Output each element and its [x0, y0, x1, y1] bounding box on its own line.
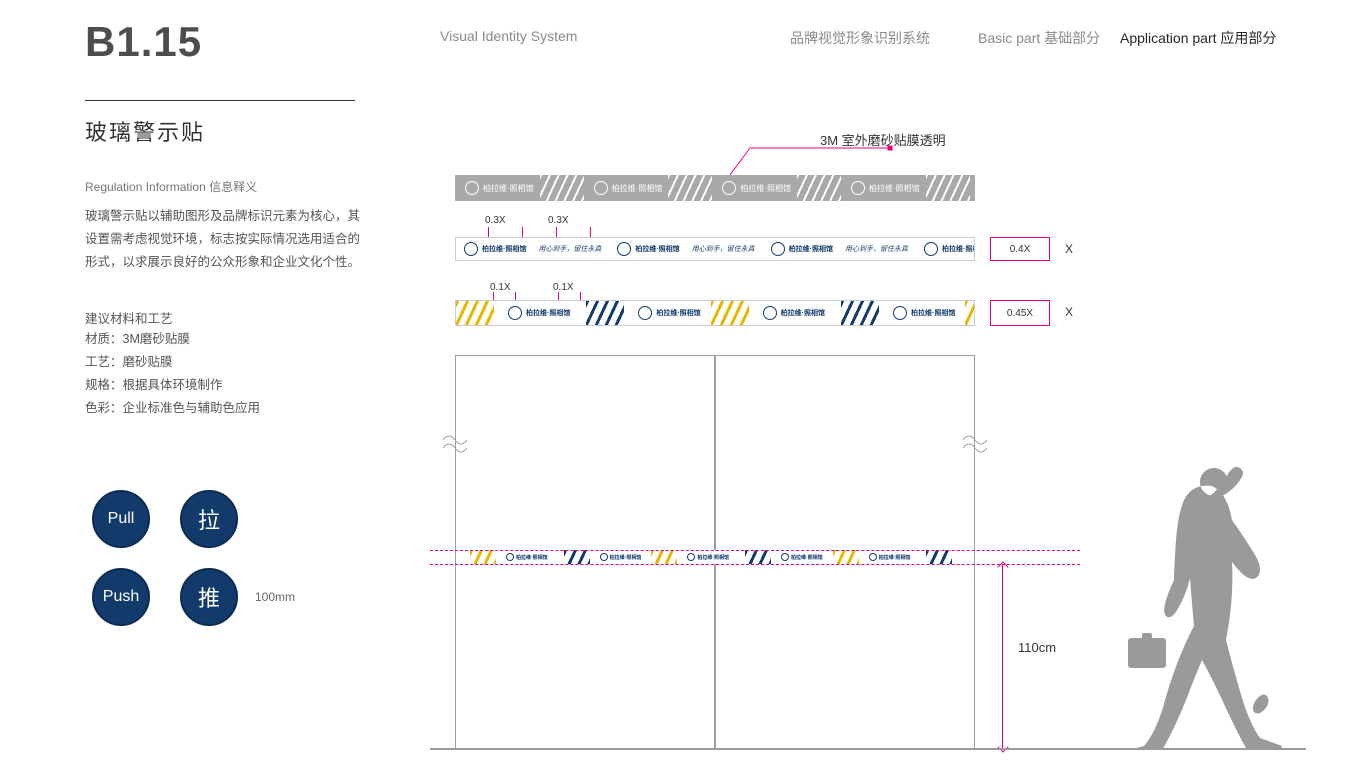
door-mockup: 柏拉维·照相馆 柏拉维·照相馆 柏拉维·照相馆 柏拉维·照相馆 柏拉维·照相馆 …: [455, 355, 975, 750]
dim-045x: 0.45X: [990, 300, 1050, 326]
title-rule: [85, 100, 355, 101]
badge-push-en: Push: [92, 568, 150, 626]
break-mark-left: [441, 430, 469, 458]
break-mark-right: [961, 430, 989, 458]
tick: [488, 227, 489, 237]
tick: [580, 292, 581, 300]
description-text: 玻璃警示贴以辅助图形及品牌标识元素为核心，其设置需考虑视觉环境，标志按实际情况选…: [85, 205, 365, 274]
regulation-info: Regulation Information 信息释义: [85, 178, 257, 195]
dim-01x-b: 0.1X: [553, 282, 574, 293]
section-title: 玻璃警示贴: [85, 115, 205, 147]
dim-04x: 0.4X: [990, 237, 1050, 261]
dim-03x-a: 0.3X: [485, 215, 506, 226]
tape-frosted: 柏拉维·照相馆 柏拉维·照相馆 柏拉维·照相馆 柏拉维·照相馆: [455, 175, 975, 201]
guide-dash-bot: [430, 564, 1080, 565]
tick: [493, 292, 494, 300]
person-silhouette: [1106, 450, 1296, 750]
materials-title: 建议材料和工艺: [85, 308, 173, 327]
badge-pull-en: Pull: [92, 490, 150, 548]
dim-110-label: 110cm: [1018, 640, 1056, 655]
tape-white: 柏拉维·照相馆用心到手，留住永真 柏拉维·照相馆用心到手，留住永真 柏拉维·照相…: [455, 237, 975, 261]
header-vis-cn: 品牌视觉形象识别系统: [790, 28, 930, 48]
badge-dimension: 100mm: [255, 590, 295, 604]
guide-dash-top: [430, 550, 1080, 551]
door-applied-tape: 柏拉维·照相馆 柏拉维·照相馆 柏拉维·照相馆 柏拉维·照相馆 柏拉维·照相馆 …: [470, 550, 960, 564]
header-vis-en: Visual Identity System: [440, 28, 577, 44]
header-app: Application part 应用部分: [1120, 28, 1276, 48]
tape-stripes: 柏拉维·照相馆 柏拉维·照相馆 柏拉维·照相馆 柏拉维·照相馆: [455, 300, 975, 326]
badge-push-cn: 推: [180, 568, 238, 626]
tick: [522, 227, 523, 237]
tick: [556, 227, 557, 237]
dim-110-line: [1002, 564, 1003, 750]
x-label-1: X: [1065, 242, 1073, 256]
tick: [558, 292, 559, 300]
badge-pull-cn: 拉: [180, 490, 238, 548]
header-basic: Basic part 基础部分: [978, 28, 1100, 48]
page-code: B1.15: [85, 18, 202, 66]
x-label-2: X: [1065, 305, 1073, 319]
materials-lines: 材质：3M磨砂贴膜 工艺：磨砂贴膜 规格：根据具体环境制作 色彩：企业标准色与辅…: [85, 328, 260, 421]
dim-03x-b: 0.3X: [548, 215, 569, 226]
tick: [590, 227, 591, 237]
tick: [515, 292, 516, 300]
